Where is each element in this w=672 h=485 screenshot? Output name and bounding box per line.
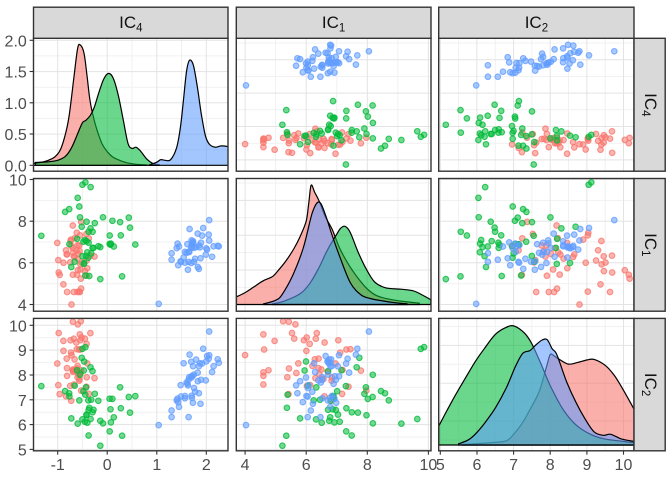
svg-text:5: 5 <box>18 442 27 459</box>
svg-text:6: 6 <box>18 418 27 435</box>
svg-text:0: 0 <box>103 457 112 474</box>
svg-text:1.5: 1.5 <box>5 65 27 82</box>
svg-text:0.5: 0.5 <box>5 127 27 144</box>
svg-text:2.0: 2.0 <box>5 33 27 50</box>
svg-text:10: 10 <box>615 457 633 474</box>
svg-text:-1: -1 <box>51 457 65 474</box>
svg-text:0.0: 0.0 <box>5 158 27 175</box>
svg-text:7: 7 <box>18 393 27 410</box>
svg-text:10: 10 <box>9 173 27 190</box>
svg-text:8: 8 <box>546 457 555 474</box>
svg-text:2: 2 <box>202 457 211 474</box>
svg-text:1: 1 <box>152 457 161 474</box>
svg-text:6: 6 <box>18 256 27 273</box>
svg-text:6: 6 <box>473 457 482 474</box>
svg-text:4: 4 <box>241 457 250 474</box>
svg-text:8: 8 <box>18 368 27 385</box>
svg-text:10: 10 <box>9 318 27 335</box>
svg-text:7: 7 <box>509 457 518 474</box>
svg-text:10: 10 <box>420 457 438 474</box>
svg-text:8: 8 <box>18 214 27 231</box>
svg-text:8: 8 <box>363 457 372 474</box>
svg-text:5: 5 <box>436 457 445 474</box>
svg-text:9: 9 <box>582 457 591 474</box>
svg-text:6: 6 <box>302 457 311 474</box>
svg-text:1.0: 1.0 <box>5 96 27 113</box>
svg-text:9: 9 <box>18 343 27 360</box>
svg-text:4: 4 <box>18 298 27 315</box>
